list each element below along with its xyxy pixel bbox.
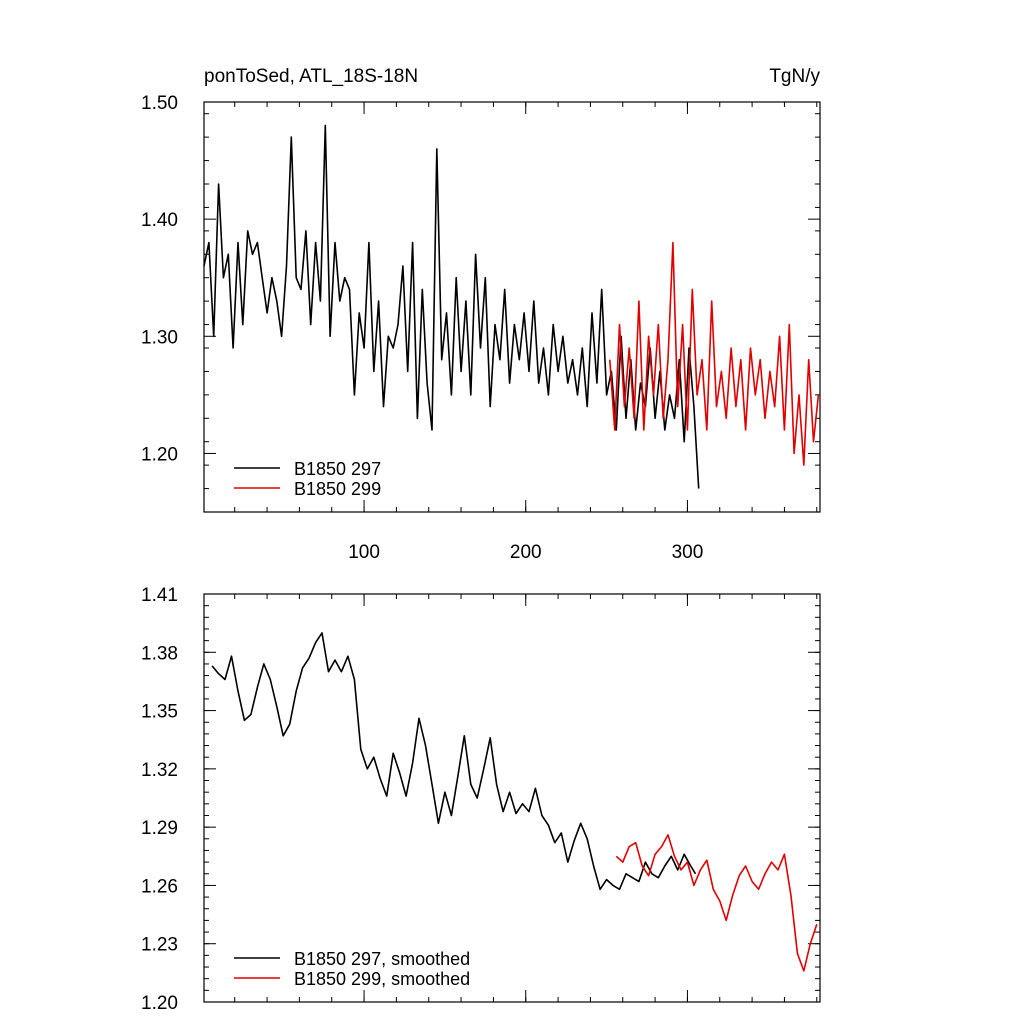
x-tick-label: 100 bbox=[348, 542, 380, 563]
y-tick-label: 1.30 bbox=[141, 327, 178, 348]
legend-label: B1850 297, smoothed bbox=[294, 949, 470, 969]
legend-label: B1850 297 bbox=[294, 459, 381, 479]
y-tick-label: 1.26 bbox=[141, 876, 178, 897]
y-tick-label: 1.32 bbox=[141, 760, 178, 781]
y-tick-label: 1.20 bbox=[141, 993, 178, 1014]
chart-units: TgN/y bbox=[769, 66, 820, 87]
series-line-b1850-299 bbox=[609, 241, 820, 466]
chart-title: ponToSed, ATL_18S-18N bbox=[204, 66, 418, 87]
series-line-b1850-299-smoothed bbox=[615, 834, 818, 972]
series-line-b1850-297 bbox=[203, 124, 700, 489]
legend-label: B1850 299, smoothed bbox=[294, 969, 470, 989]
bottom-panel: 1.20 1.23 1.26 1.29 1.32 1.35 1.38 1.41 B1850 29… bbox=[141, 585, 821, 1014]
top-panel: 1.20 1.30 1.40 1.50 100 200 300 ponToSed, ATL_1… bbox=[141, 66, 821, 563]
y-tick-label: 1.50 bbox=[141, 93, 178, 114]
y-tick-label: 1.23 bbox=[141, 935, 178, 956]
plot-frame bbox=[203, 593, 821, 1003]
y-tick-label: 1.38 bbox=[141, 643, 178, 664]
x-tick-label: 300 bbox=[672, 542, 704, 563]
y-tick-label: 1.41 bbox=[141, 585, 178, 606]
x-tick-label: 200 bbox=[510, 542, 542, 563]
y-tick-label: 1.35 bbox=[141, 702, 178, 723]
legend-label: B1850 299 bbox=[294, 479, 381, 499]
y-tick-label: 1.40 bbox=[141, 210, 178, 231]
plot-frame bbox=[203, 101, 821, 513]
y-tick-label: 1.20 bbox=[141, 444, 178, 465]
y-tick-label: 1.29 bbox=[141, 818, 178, 839]
series-line-b1850-297-smoothed bbox=[211, 632, 697, 891]
